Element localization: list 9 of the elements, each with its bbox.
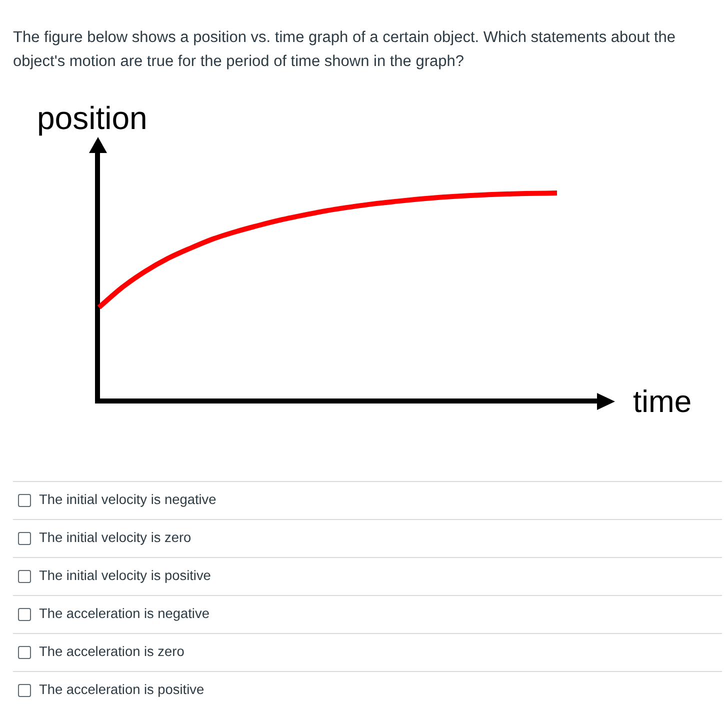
chart-title: The figure below shows a position vs. time graph of a certain object. Which statements about the object's motion are true for the period of time shown in the graph? [13, 28, 677, 72]
x-axis-title: time [633, 384, 692, 419]
text: The acceleration is positive [39, 682, 204, 698]
text: The acceleration is negative [39, 606, 210, 622]
text: The initial velocity is zero [39, 530, 192, 546]
text: The initial velocity is negative [39, 492, 216, 508]
y-axis-title: position [37, 100, 148, 136]
text: The initial velocity is positive [39, 568, 211, 584]
text: The acceleration is zero [39, 644, 184, 660]
